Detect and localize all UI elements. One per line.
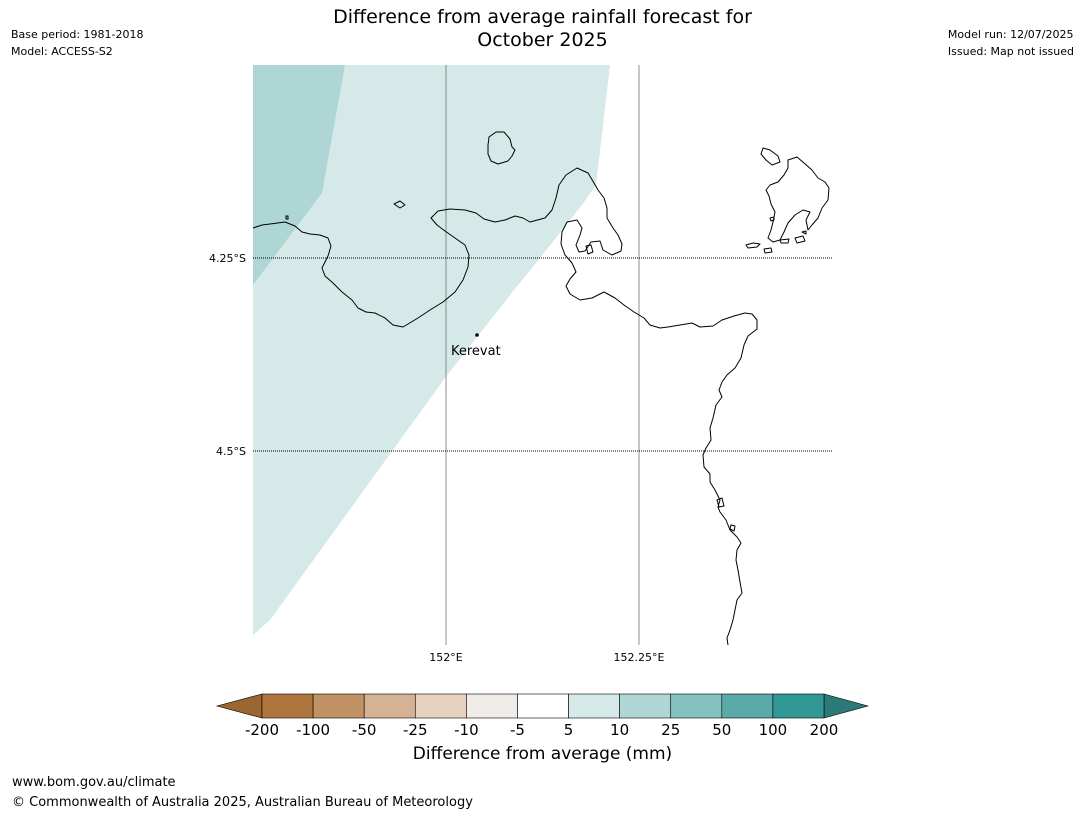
colorbar-box xyxy=(363,693,416,719)
colorbar-box xyxy=(261,693,314,719)
colorbar-box xyxy=(414,693,467,719)
colorbar-box xyxy=(466,693,518,719)
islet-duke-2 xyxy=(763,247,773,254)
model-text: Model: ACCESS-S2 xyxy=(11,45,113,58)
colorbar-title: Difference from average (mm) xyxy=(412,744,673,764)
coastline-main xyxy=(253,167,758,645)
kerevat-marker xyxy=(475,333,479,337)
colorbar-extend-high xyxy=(823,693,870,719)
islet-dot-west xyxy=(285,215,289,220)
colorbar: -200 -100 -50 -25 -10 -5 5 10 25 50 100 200 xyxy=(215,693,870,739)
lon-label-152e: 152°E xyxy=(429,651,462,664)
model-run-text: Model run: 12/07/2025 xyxy=(947,28,1074,41)
colorbar-tick-label: 10 xyxy=(610,721,629,739)
rainfall-shade-5-10 xyxy=(253,65,610,635)
colorbar-extend-low xyxy=(215,693,263,719)
base-period-text: Base period: 1981-2018 xyxy=(11,28,144,41)
colorbar-tick-label: -5 xyxy=(510,721,525,739)
colorbar-tick-label: -25 xyxy=(403,721,428,739)
coastline xyxy=(253,131,830,645)
footer-url: www.bom.gov.au/climate xyxy=(12,775,176,790)
colorbar-tick-label: 25 xyxy=(661,721,680,739)
colorbar-tick-label: -200 xyxy=(245,721,279,739)
islet-duke-4 xyxy=(794,235,806,244)
islet-east-coast-2 xyxy=(729,524,736,532)
colorbar-box xyxy=(568,693,620,719)
islet-west xyxy=(393,200,406,209)
colorbar-tick-label: -100 xyxy=(296,721,330,739)
islet-east-coast-1 xyxy=(716,497,725,508)
lat-label-4-25s: 4.25°S xyxy=(209,252,246,265)
colorbar-box xyxy=(670,693,723,719)
footer-copyright: © Commonwealth of Australia 2025, Austra… xyxy=(12,795,473,810)
axis-labels: 4.25°S 4.5°S 152°E 152.25°E xyxy=(209,252,664,664)
duke-of-york-islands xyxy=(760,147,830,243)
colorbar-box xyxy=(619,693,672,719)
colorbar-tick-label: 100 xyxy=(759,721,788,739)
header-meta-left: Base period: 1981-2018 Model: ACCESS-S2 xyxy=(11,26,143,60)
colorbar-tick-label: 200 xyxy=(810,721,839,739)
title-line-1: Difference from average rainfall forecas… xyxy=(333,6,752,28)
rainfall-shade-10-25 xyxy=(253,65,345,285)
colorbar-tick-label: -10 xyxy=(454,721,479,739)
colorbar-box xyxy=(721,693,774,719)
graticule xyxy=(253,65,832,645)
island-north xyxy=(487,131,516,165)
colorbar-box xyxy=(772,693,825,719)
islet-small-east xyxy=(585,244,594,255)
islet-duke-6 xyxy=(801,230,807,235)
colorbar-tick-label: 50 xyxy=(712,721,731,739)
islet-duke-5 xyxy=(769,216,775,222)
map-area: Kerevat xyxy=(253,65,832,645)
title-line-2: October 2025 xyxy=(477,29,608,51)
header-meta-right: Model run: 12/07/2025 Issued: Map not is… xyxy=(948,26,1074,60)
colorbar-tick-label: -50 xyxy=(352,721,377,739)
colorbar-box xyxy=(517,693,569,719)
lat-label-4-5s: 4.5°S xyxy=(216,445,246,458)
islet-duke-1 xyxy=(745,242,761,249)
issued-text: Issued: Map not issued xyxy=(947,45,1074,58)
lon-label-152-25e: 152.25°E xyxy=(614,651,665,664)
colorbar-tick-label: 5 xyxy=(564,721,574,739)
colorbar-box xyxy=(312,693,365,719)
kerevat-label: Kerevat xyxy=(451,344,501,359)
islet-duke-3 xyxy=(779,238,790,244)
map-title: Difference from average rainfall forecas… xyxy=(240,6,845,52)
